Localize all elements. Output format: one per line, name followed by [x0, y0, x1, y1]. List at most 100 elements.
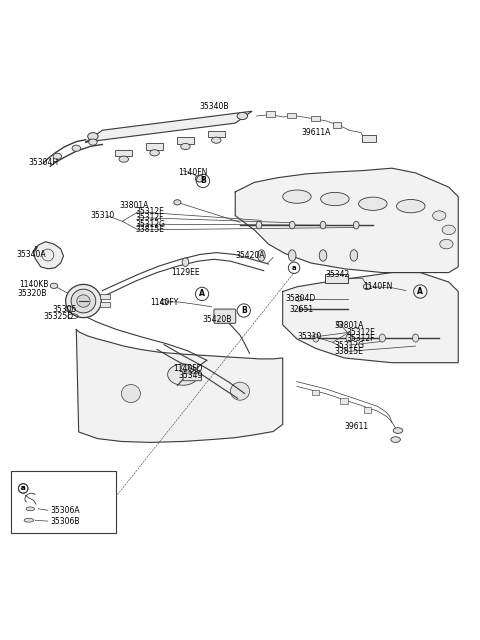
Text: a: a	[292, 265, 296, 271]
Ellipse shape	[432, 211, 446, 220]
Ellipse shape	[346, 334, 352, 342]
Ellipse shape	[212, 137, 221, 143]
Ellipse shape	[53, 153, 61, 159]
Text: 35420A: 35420A	[235, 252, 265, 260]
Polygon shape	[76, 330, 283, 442]
Text: a: a	[21, 485, 25, 492]
Text: 35420B: 35420B	[202, 316, 231, 324]
Ellipse shape	[296, 296, 302, 301]
Ellipse shape	[161, 300, 168, 305]
Text: 35340A: 35340A	[16, 250, 46, 259]
FancyBboxPatch shape	[311, 115, 320, 121]
Text: 35310: 35310	[297, 332, 321, 340]
Text: 39611: 39611	[344, 422, 369, 431]
Text: 35312E: 35312E	[136, 207, 165, 216]
Text: 35306A: 35306A	[50, 506, 80, 515]
Ellipse shape	[391, 436, 400, 442]
Text: 1140KB: 1140KB	[19, 280, 49, 289]
Ellipse shape	[442, 225, 456, 235]
Text: 33801A: 33801A	[119, 201, 148, 210]
Ellipse shape	[396, 200, 425, 212]
Ellipse shape	[88, 132, 98, 140]
Text: 1140FN: 1140FN	[179, 168, 208, 177]
FancyBboxPatch shape	[325, 273, 348, 283]
FancyBboxPatch shape	[146, 143, 163, 150]
Text: 35304D: 35304D	[285, 294, 315, 303]
Polygon shape	[34, 242, 63, 269]
Text: 1140FN: 1140FN	[363, 282, 393, 291]
Text: 39611A: 39611A	[301, 128, 331, 137]
Text: 33815E: 33815E	[335, 347, 364, 356]
FancyBboxPatch shape	[177, 137, 194, 143]
Ellipse shape	[237, 113, 248, 120]
Text: 35304H: 35304H	[29, 158, 59, 167]
Text: 35342: 35342	[325, 271, 349, 280]
Ellipse shape	[72, 145, 81, 151]
Text: 1140FY: 1140FY	[150, 298, 178, 307]
Ellipse shape	[121, 385, 140, 403]
Text: B: B	[200, 177, 206, 186]
FancyBboxPatch shape	[364, 407, 372, 413]
Text: 35306B: 35306B	[50, 516, 80, 525]
Polygon shape	[235, 168, 458, 273]
Ellipse shape	[150, 150, 159, 156]
Text: 1140FD: 1140FD	[174, 364, 203, 373]
Ellipse shape	[353, 221, 359, 229]
Ellipse shape	[66, 284, 101, 317]
Text: 1129EE: 1129EE	[171, 268, 200, 277]
Ellipse shape	[256, 221, 262, 229]
Text: 35320B: 35320B	[17, 289, 47, 298]
Polygon shape	[283, 273, 458, 363]
Text: 35310: 35310	[91, 211, 115, 220]
Text: 33815E: 33815E	[136, 225, 165, 234]
Ellipse shape	[168, 364, 199, 385]
Ellipse shape	[320, 221, 326, 229]
FancyBboxPatch shape	[100, 302, 109, 307]
Ellipse shape	[412, 334, 419, 342]
Text: 35312G: 35312G	[136, 220, 166, 228]
Text: 35312G: 35312G	[335, 340, 365, 349]
Text: 35349: 35349	[179, 371, 203, 381]
Text: 35305: 35305	[53, 305, 77, 314]
Ellipse shape	[26, 507, 35, 511]
Ellipse shape	[181, 365, 190, 371]
Ellipse shape	[313, 334, 319, 342]
Bar	[12, 471, 116, 532]
FancyBboxPatch shape	[288, 113, 296, 118]
Ellipse shape	[195, 175, 204, 182]
Ellipse shape	[440, 239, 453, 249]
Text: a: a	[21, 485, 25, 492]
FancyBboxPatch shape	[214, 309, 236, 323]
FancyBboxPatch shape	[333, 122, 341, 128]
Ellipse shape	[288, 250, 296, 261]
Ellipse shape	[119, 156, 129, 163]
Ellipse shape	[50, 284, 58, 289]
FancyBboxPatch shape	[266, 111, 275, 117]
Ellipse shape	[182, 258, 189, 266]
Text: 35340B: 35340B	[200, 102, 229, 111]
Ellipse shape	[283, 190, 311, 204]
FancyBboxPatch shape	[208, 131, 225, 138]
Text: 32651: 32651	[290, 305, 314, 314]
Ellipse shape	[24, 518, 34, 522]
Ellipse shape	[289, 221, 295, 229]
Ellipse shape	[89, 139, 97, 145]
Ellipse shape	[350, 250, 358, 261]
Ellipse shape	[321, 193, 349, 205]
Text: 33801A: 33801A	[335, 321, 364, 330]
FancyBboxPatch shape	[115, 150, 132, 156]
Ellipse shape	[174, 200, 181, 205]
FancyBboxPatch shape	[362, 136, 376, 141]
Ellipse shape	[230, 382, 250, 400]
FancyBboxPatch shape	[100, 294, 109, 299]
Text: 35325D: 35325D	[43, 312, 73, 321]
FancyBboxPatch shape	[183, 373, 202, 381]
Text: B: B	[241, 306, 247, 315]
Ellipse shape	[180, 143, 190, 150]
FancyBboxPatch shape	[340, 398, 348, 404]
Text: A: A	[199, 289, 205, 298]
Ellipse shape	[336, 321, 343, 326]
Ellipse shape	[258, 250, 265, 261]
FancyBboxPatch shape	[312, 390, 319, 396]
Ellipse shape	[71, 289, 96, 313]
